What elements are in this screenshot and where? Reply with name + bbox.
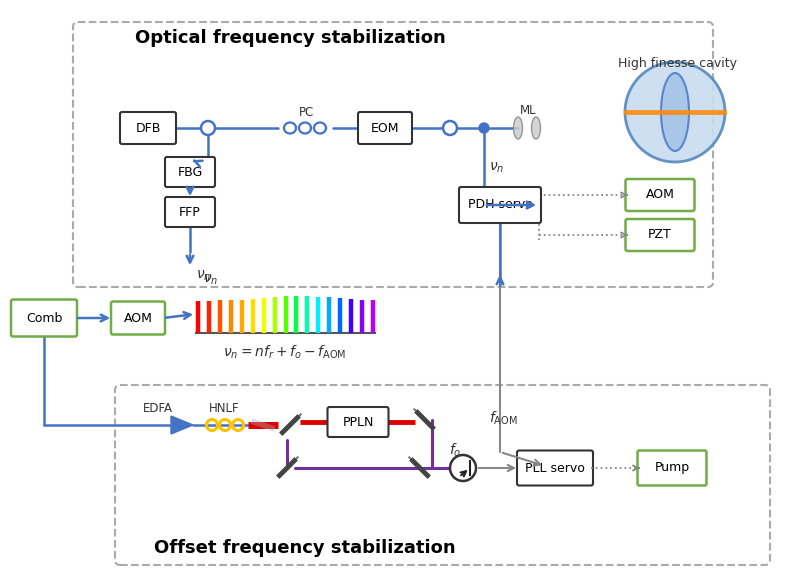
Text: $\nu_n$: $\nu_n$ <box>196 269 211 283</box>
FancyBboxPatch shape <box>73 22 713 287</box>
FancyBboxPatch shape <box>638 451 707 486</box>
Circle shape <box>443 121 457 135</box>
Text: Comb: Comb <box>25 312 62 324</box>
FancyBboxPatch shape <box>459 187 541 223</box>
Polygon shape <box>281 414 302 434</box>
FancyBboxPatch shape <box>517 451 593 486</box>
Ellipse shape <box>513 117 522 139</box>
FancyBboxPatch shape <box>120 112 176 144</box>
Text: EDFA: EDFA <box>143 401 173 414</box>
FancyBboxPatch shape <box>111 301 165 335</box>
Text: FBG: FBG <box>178 165 203 179</box>
Text: $\nu_n = nf_r + f_o - f_\mathrm{AOM}$: $\nu_n = nf_r + f_o - f_\mathrm{AOM}$ <box>224 343 347 360</box>
Text: Optical frequency stabilization: Optical frequency stabilization <box>135 29 446 47</box>
Text: Offset frequency stabilization: Offset frequency stabilization <box>154 539 456 557</box>
FancyBboxPatch shape <box>115 385 770 565</box>
Polygon shape <box>408 457 429 477</box>
FancyBboxPatch shape <box>626 179 694 211</box>
Text: High finesse cavity: High finesse cavity <box>618 56 738 69</box>
FancyBboxPatch shape <box>626 219 694 251</box>
Text: $\nu_n$: $\nu_n$ <box>203 273 218 287</box>
Text: AOM: AOM <box>123 312 153 324</box>
FancyBboxPatch shape <box>358 112 412 144</box>
Ellipse shape <box>532 117 540 139</box>
Circle shape <box>201 121 215 135</box>
FancyBboxPatch shape <box>11 300 77 336</box>
Text: Pump: Pump <box>654 461 689 475</box>
Polygon shape <box>278 457 298 477</box>
Ellipse shape <box>661 73 689 151</box>
Text: PPLN: PPLN <box>342 416 373 429</box>
FancyBboxPatch shape <box>165 197 215 227</box>
Circle shape <box>625 62 725 162</box>
FancyBboxPatch shape <box>327 407 388 437</box>
Circle shape <box>479 123 489 133</box>
Text: PLL servo: PLL servo <box>525 461 585 475</box>
Text: PZT: PZT <box>648 228 672 242</box>
Circle shape <box>450 455 476 481</box>
Text: EOM: EOM <box>371 122 400 134</box>
Text: FFP: FFP <box>179 205 201 219</box>
Text: AOM: AOM <box>646 188 674 201</box>
Text: PC: PC <box>298 107 314 119</box>
Text: $\nu_n$: $\nu_n$ <box>489 161 505 175</box>
Polygon shape <box>414 409 434 429</box>
Text: $f_\mathrm{AOM}$: $f_\mathrm{AOM}$ <box>489 409 517 426</box>
Text: $f_o$: $f_o$ <box>449 441 461 459</box>
Text: DFB: DFB <box>135 122 161 134</box>
Text: HNLF: HNLF <box>209 401 240 414</box>
Text: ML: ML <box>520 103 537 117</box>
FancyBboxPatch shape <box>165 157 215 187</box>
Text: PDH servo: PDH servo <box>467 199 533 211</box>
Polygon shape <box>171 416 193 434</box>
